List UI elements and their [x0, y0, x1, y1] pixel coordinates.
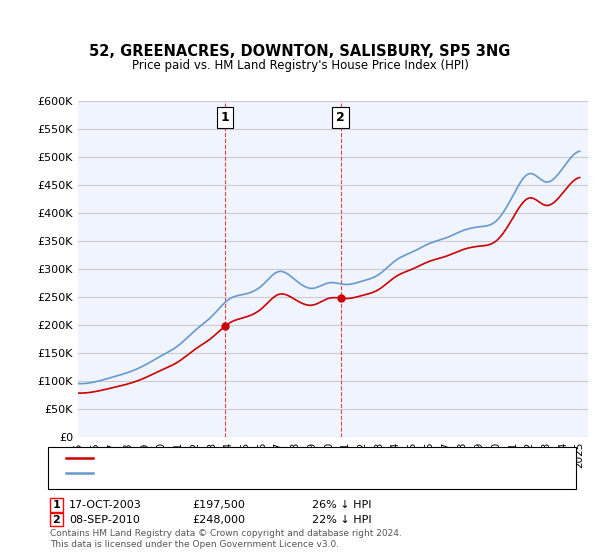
Text: 1: 1	[221, 111, 230, 124]
Text: 52, GREENACRES, DOWNTON, SALISBURY, SP5 3NG: 52, GREENACRES, DOWNTON, SALISBURY, SP5 …	[89, 44, 511, 59]
Text: Price paid vs. HM Land Registry's House Price Index (HPI): Price paid vs. HM Land Registry's House …	[131, 59, 469, 72]
Text: 2: 2	[53, 515, 60, 525]
Text: 08-SEP-2010: 08-SEP-2010	[69, 515, 140, 525]
Text: 17-OCT-2003: 17-OCT-2003	[69, 500, 142, 510]
Text: £197,500: £197,500	[192, 500, 245, 510]
Text: 52, GREENACRES, DOWNTON, SALISBURY, SP5 3NG (detached house): 52, GREENACRES, DOWNTON, SALISBURY, SP5 …	[96, 452, 460, 463]
Text: 26% ↓ HPI: 26% ↓ HPI	[312, 500, 371, 510]
Text: Contains HM Land Registry data © Crown copyright and database right 2024.
This d: Contains HM Land Registry data © Crown c…	[50, 529, 401, 549]
Text: £248,000: £248,000	[192, 515, 245, 525]
Text: 1: 1	[53, 500, 60, 510]
Text: 22% ↓ HPI: 22% ↓ HPI	[312, 515, 371, 525]
Text: HPI: Average price, detached house, Wiltshire: HPI: Average price, detached house, Wilt…	[96, 468, 335, 478]
Text: 2: 2	[336, 111, 345, 124]
